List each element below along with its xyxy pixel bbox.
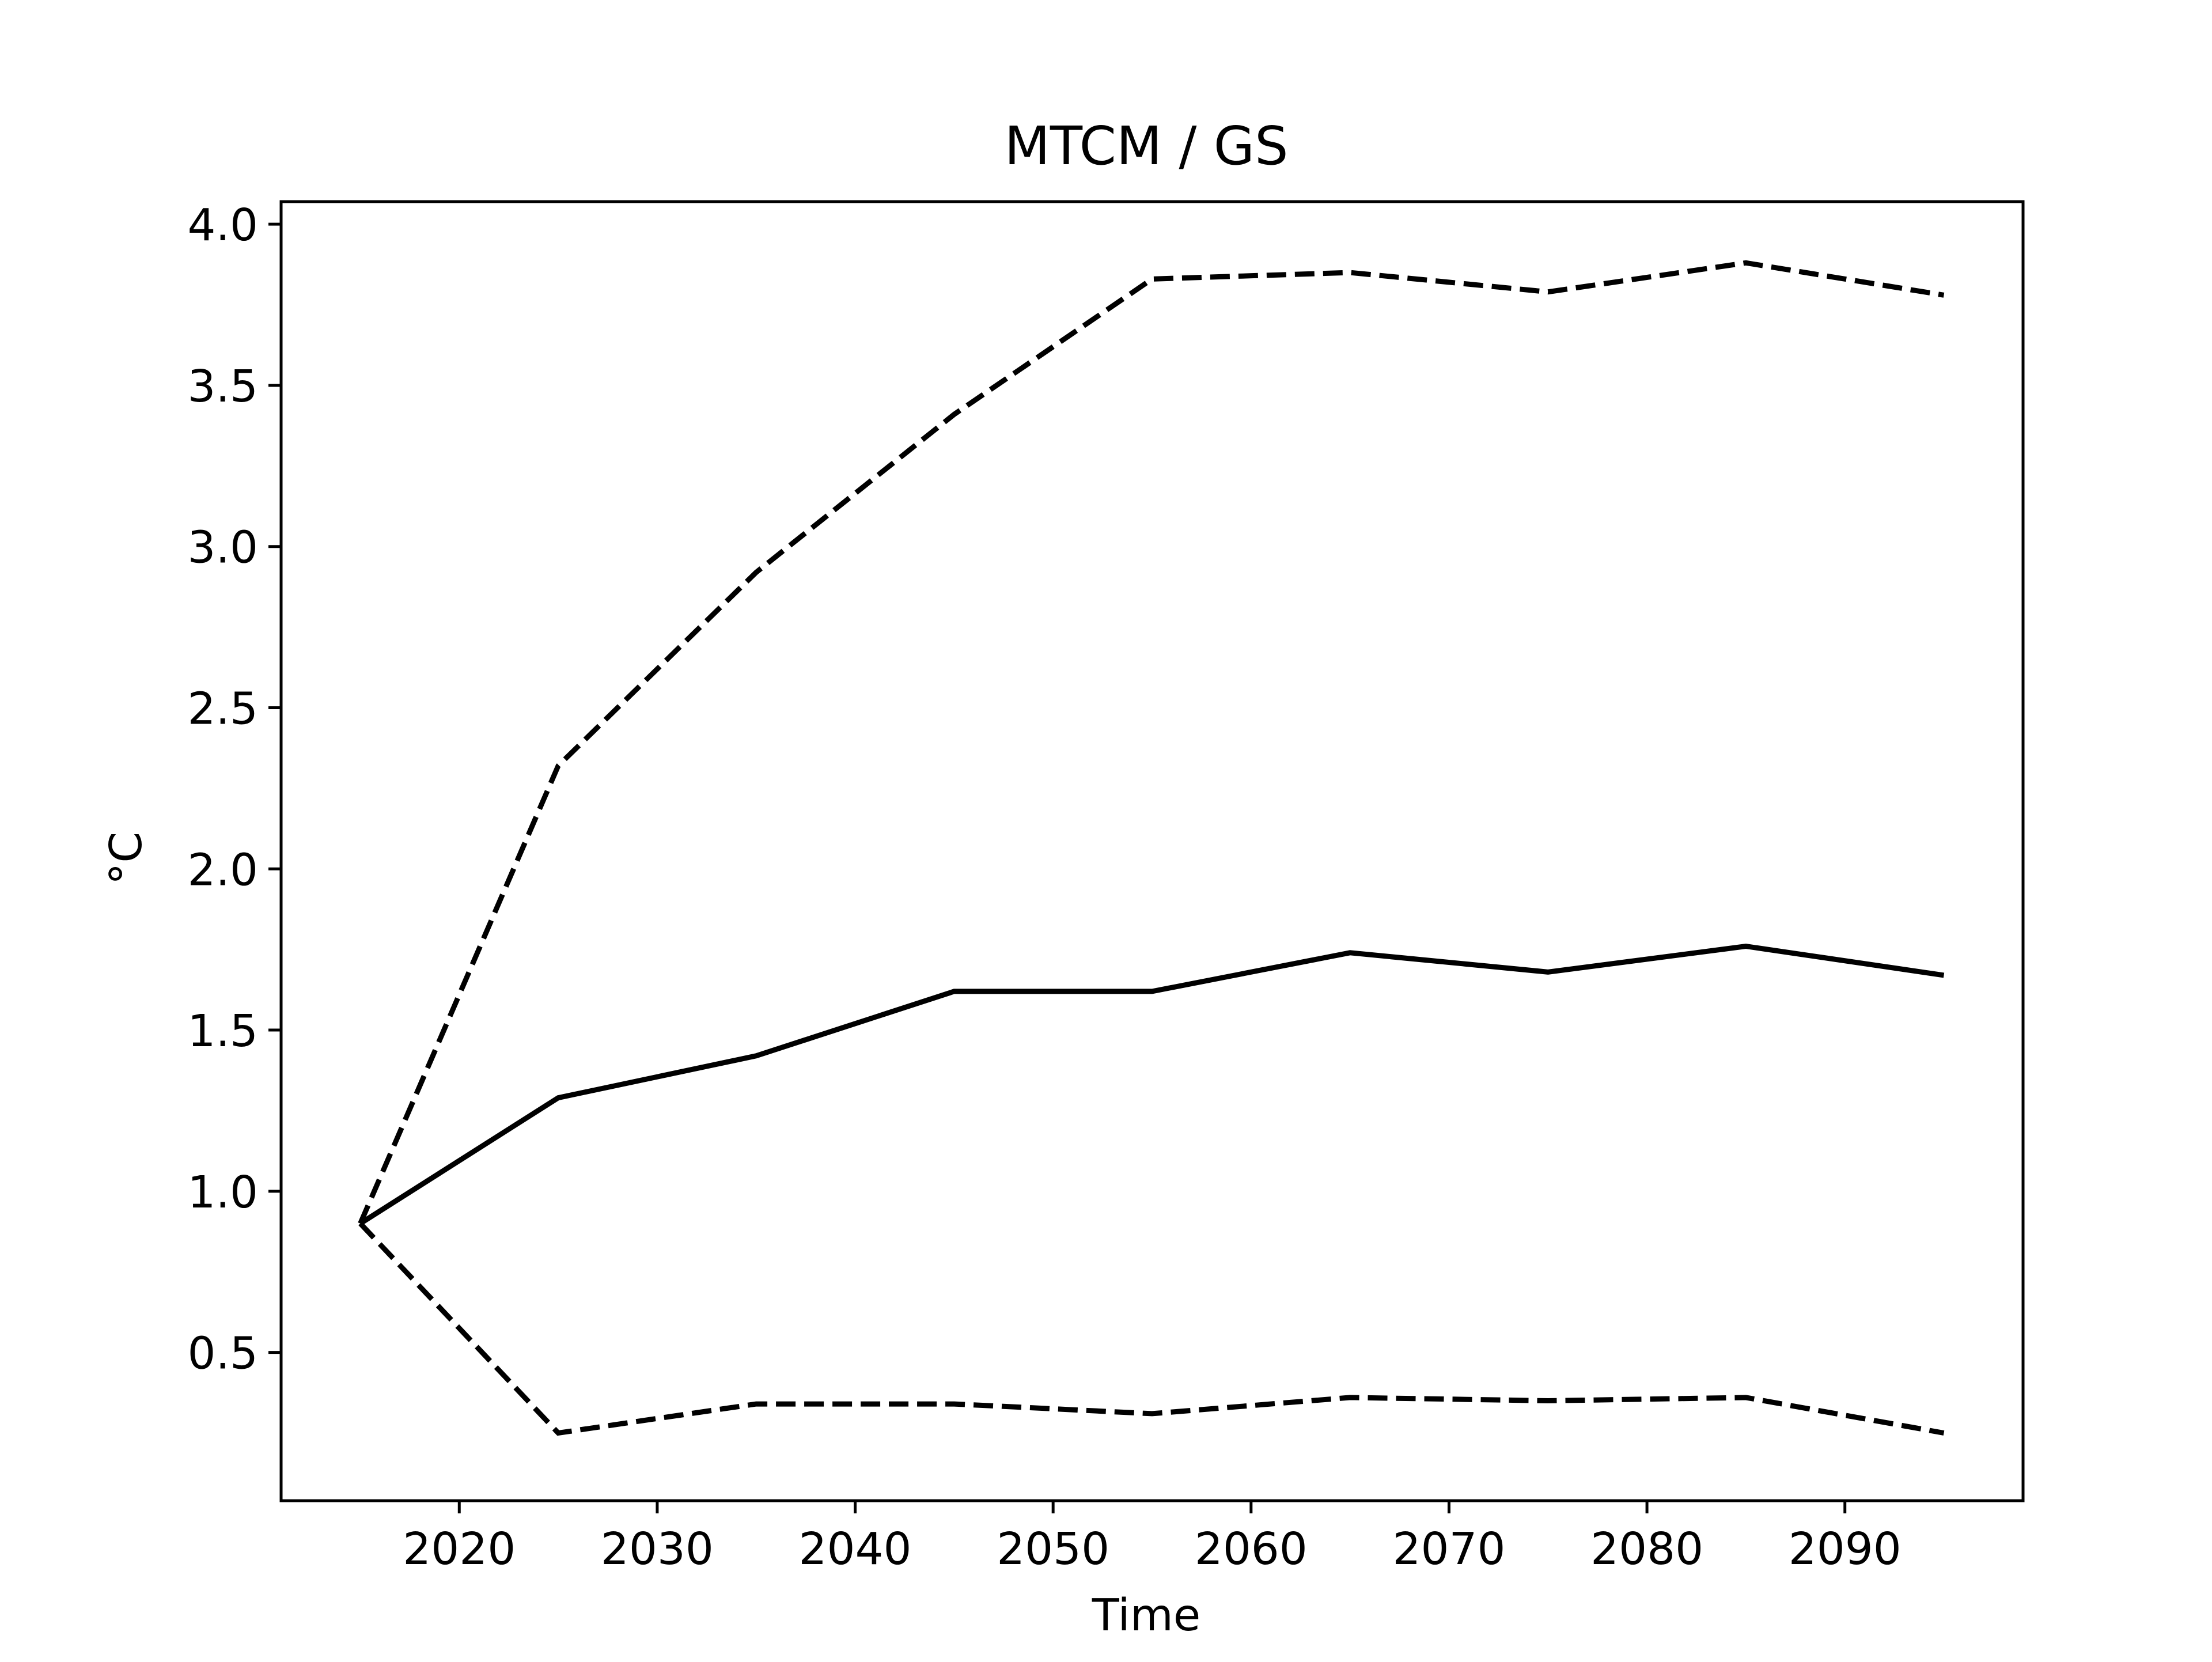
median-solid-line	[359, 944, 1945, 1226]
x-tick-label: 2030	[601, 1524, 714, 1575]
y-tick-label: 1.0	[188, 1167, 258, 1218]
y-tick-label: 2.0	[188, 845, 258, 896]
series-layer	[358, 260, 1945, 1436]
x-tick-label: 2020	[403, 1524, 516, 1575]
y-axis-label: °C	[101, 832, 152, 885]
x-tick-label: 2080	[1590, 1524, 1703, 1575]
x-tick-label: 2060	[1195, 1524, 1308, 1575]
x-axis-label: Time	[1092, 1590, 1200, 1641]
lower-dashed-line	[358, 1221, 1945, 1436]
chart-title: MTCM / GS	[1005, 115, 1289, 177]
y-tick-label: 1.5	[188, 1006, 258, 1057]
y-tick-label: 2.5	[188, 683, 258, 735]
y-tick-label: 3.0	[188, 523, 258, 574]
x-tick-label: 2090	[1789, 1524, 1902, 1575]
x-tick-label: 2070	[1392, 1524, 1505, 1575]
x-tick-label: 2050	[997, 1524, 1109, 1575]
y-tick-label: 0.5	[188, 1328, 258, 1380]
y-tick-label: 4.0	[188, 200, 258, 251]
plot-frame	[279, 200, 2025, 1502]
axes-layer: 2020 2030 2040 2050 2060 2070 2080 2090 0.5 1.0 1.…	[188, 200, 2025, 1575]
upper-dashed-line	[358, 260, 1945, 1225]
y-tick-label: 3.5	[188, 361, 258, 412]
x-tick-label: 2040	[799, 1524, 912, 1575]
